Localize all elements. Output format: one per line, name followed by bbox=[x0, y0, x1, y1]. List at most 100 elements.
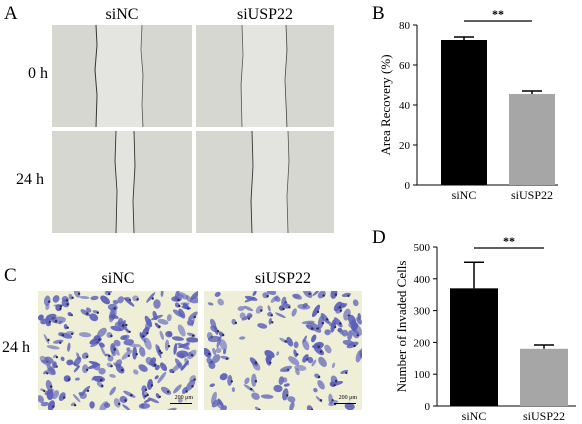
invasion-sinc-nucleus bbox=[193, 315, 197, 319]
invasion-sinc-nucleus bbox=[48, 300, 51, 303]
invasion-siusp22-cell bbox=[257, 323, 268, 329]
invasion-sinc-nucleus bbox=[96, 311, 99, 314]
invasion-sinc-nucleus bbox=[158, 349, 162, 353]
invasion-sinc-nucleus bbox=[47, 338, 50, 342]
invasion-sinc-cell bbox=[155, 344, 161, 356]
invasion-sinc-cell bbox=[154, 375, 159, 380]
invasion-siusp22-nucleus bbox=[230, 380, 233, 383]
chart-b-significance-label: ** bbox=[492, 7, 504, 21]
invasion-siusp22-cell bbox=[341, 329, 349, 337]
invasion-siusp22-cell bbox=[357, 313, 362, 320]
invasion-siusp22-nucleus bbox=[334, 293, 338, 296]
invasion-sinc-cell bbox=[113, 398, 121, 408]
invasion-siusp22-cell bbox=[243, 305, 254, 312]
invasion-siusp22-cell bbox=[215, 347, 222, 354]
invasion-sinc-nucleus bbox=[59, 307, 62, 310]
invasion-siusp22-cell bbox=[307, 356, 314, 364]
invasion-sinc-nucleus bbox=[144, 395, 147, 398]
invasion-sinc-nucleus bbox=[113, 307, 117, 310]
chart-d-y-tick-label: 500 bbox=[414, 242, 431, 254]
invasion-sinc-cell bbox=[188, 311, 198, 321]
invasion-siusp22-cell bbox=[217, 298, 224, 306]
invasion-sinc-cell bbox=[117, 296, 125, 304]
invasion-sinc-cell bbox=[177, 324, 186, 337]
invasion-sinc-cell bbox=[38, 314, 44, 321]
invasion-siusp22-cell bbox=[309, 322, 322, 333]
chart-b-y-tick-label: 20 bbox=[399, 140, 411, 152]
invasion-sinc-nucleus bbox=[160, 351, 163, 354]
invasion-siusp22-cell bbox=[312, 291, 320, 296]
invasion-sinc-nucleus bbox=[59, 305, 63, 308]
invasion-sinc-cell bbox=[178, 292, 189, 300]
invasion-sinc-cell bbox=[67, 342, 71, 352]
invasion-sinc-cell bbox=[104, 402, 111, 408]
invasion-siusp22-cell bbox=[251, 392, 260, 400]
invasion-sinc-nucleus bbox=[68, 378, 71, 381]
invasion-sinc-cell bbox=[123, 339, 135, 346]
invasion-siusp22-nucleus bbox=[325, 318, 329, 321]
invasion-siusp22-cell bbox=[239, 336, 246, 340]
invasion-sinc-cell bbox=[190, 291, 198, 300]
invasion-sinc-nucleus bbox=[86, 355, 89, 358]
invasion-sinc-nucleus bbox=[61, 334, 65, 337]
invasion-siusp22-cell bbox=[282, 369, 290, 373]
invasion-sinc-cell bbox=[46, 345, 60, 350]
panel-c-col-label-siusp22: siUSP22 bbox=[254, 270, 312, 287]
invasion-sinc-cell bbox=[154, 364, 160, 371]
invasion-siusp22-nucleus bbox=[296, 353, 299, 356]
panel-a-col-label-sinc: siNC bbox=[105, 6, 139, 23]
invasion-sinc-cell bbox=[160, 291, 164, 297]
invasion-siusp22-cell bbox=[311, 334, 317, 343]
invasion-siusp22-cell bbox=[333, 301, 342, 312]
invasion-siusp22-nucleus bbox=[234, 321, 238, 325]
invasion-siusp22-cell bbox=[317, 380, 325, 390]
invasion-siusp22-cell bbox=[212, 354, 221, 364]
invasion-sinc-cell bbox=[46, 364, 56, 375]
invasion-siusp22-cell bbox=[275, 312, 286, 318]
invasion-sinc-nucleus bbox=[86, 368, 89, 371]
invasion-sinc-cell bbox=[52, 339, 64, 344]
invasion-siusp22-cell bbox=[267, 305, 271, 312]
invasion-siusp22-nucleus bbox=[345, 371, 348, 375]
invasion-sinc-cell bbox=[173, 342, 178, 355]
invasion-siusp22-cell bbox=[212, 347, 217, 356]
invasion-sinc-nucleus bbox=[172, 409, 175, 410]
invasion-sinc-cell bbox=[133, 369, 139, 375]
invasion-sinc-nucleus bbox=[118, 402, 121, 406]
invasion-sinc-nucleus bbox=[167, 345, 171, 348]
invasion-sinc-cell bbox=[185, 379, 196, 391]
invasion-siusp22-cell bbox=[211, 399, 221, 408]
invasion-sinc-cell bbox=[157, 371, 167, 384]
invasion-sinc-nucleus bbox=[193, 378, 196, 381]
invasion-sinc-cell bbox=[138, 364, 148, 372]
invasion-siusp22-cell bbox=[219, 373, 228, 381]
invasion-siusp22-nucleus bbox=[208, 352, 211, 356]
invasion-sinc-cell bbox=[52, 361, 57, 369]
chart-d-y-tick-label: 200 bbox=[414, 337, 431, 349]
invasion-siusp22-cell bbox=[355, 349, 362, 363]
invasion-sinc-nucleus bbox=[121, 324, 125, 327]
invasion-siusp22-nucleus bbox=[254, 361, 258, 364]
invasion-siusp22-nucleus bbox=[339, 309, 342, 312]
scale-bar-siusp22 bbox=[334, 403, 356, 404]
panel-b-letter: B bbox=[372, 3, 385, 24]
invasion-sinc-cell bbox=[110, 314, 119, 319]
invasion-siusp22-cell bbox=[237, 306, 245, 311]
invasion-sinc-nucleus bbox=[178, 304, 181, 308]
scale-bar-sinc bbox=[170, 403, 192, 404]
invasion-siusp22-cell bbox=[337, 327, 343, 333]
invasion-sinc-cell bbox=[79, 295, 90, 300]
invasion-sinc-cell bbox=[159, 330, 165, 340]
invasion-sinc-cell bbox=[141, 326, 150, 338]
invasion-sinc-cell bbox=[122, 334, 130, 341]
invasion-sinc-cell bbox=[122, 404, 131, 410]
panel-a-col-label-siusp22: siUSP22 bbox=[236, 6, 294, 23]
panel-a-letter: A bbox=[4, 3, 18, 24]
invasion-sinc-cell bbox=[97, 327, 107, 338]
panel-c-row-label-24h: 24 h bbox=[2, 339, 30, 356]
invasion-sinc-cell bbox=[43, 370, 48, 375]
invasion-sinc-cell bbox=[67, 312, 73, 316]
invasion-siusp22-cell bbox=[204, 347, 212, 358]
chart-d-y-tick-label: 100 bbox=[414, 369, 431, 381]
invasion-sinc-cell bbox=[166, 314, 172, 322]
